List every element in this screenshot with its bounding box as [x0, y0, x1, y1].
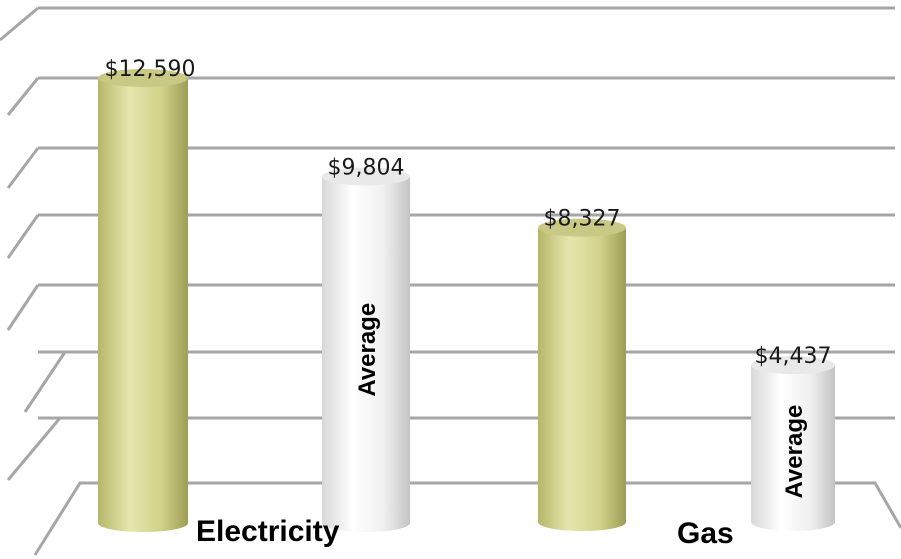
bar-top	[538, 218, 626, 237]
bars: Average Average	[98, 69, 835, 532]
gridline-side	[6, 147, 40, 189]
gridline-side	[0, 6, 39, 42]
category-label-electricity: Electricity	[196, 515, 340, 548]
bar-3	[538, 218, 626, 531]
category-label-gas: Gas	[677, 517, 734, 550]
gridline-side	[6, 214, 40, 259]
value-label: $8,327	[544, 207, 621, 232]
bar-1	[98, 69, 188, 532]
bar-body	[98, 78, 188, 532]
bar-2: Average	[322, 167, 410, 532]
bar-body	[322, 176, 410, 532]
bar-top	[98, 69, 188, 87]
value-label: $12,590	[105, 57, 196, 82]
bar-body	[538, 227, 626, 531]
bar-body	[751, 365, 835, 531]
bar-inner-label: Average	[354, 303, 381, 397]
bar-top	[322, 167, 410, 186]
value-labels: $12,590 $9,804 $8,327 $4,437	[105, 57, 832, 369]
floor	[33, 481, 901, 556]
gridline-side	[23, 351, 67, 413]
gridline-side	[6, 284, 40, 331]
bar-4: Average	[751, 356, 835, 531]
value-label: $4,437	[755, 344, 832, 369]
bar-inner-label: Average	[781, 405, 808, 499]
gridline-side	[6, 77, 40, 116]
gridline-side	[6, 417, 62, 481]
bar-top	[751, 356, 835, 375]
floor-outline	[33, 481, 901, 556]
value-label: $9,804	[328, 155, 405, 180]
